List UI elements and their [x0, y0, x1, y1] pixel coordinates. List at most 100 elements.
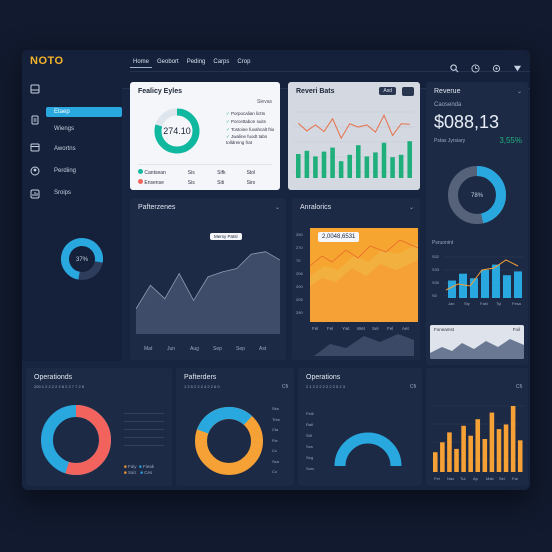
performance-card: Pafterzenes ⌄ Mersy Patsl Mat Jun Aug Sep Se… [130, 198, 286, 360]
x-tick-label: Fesa [512, 301, 522, 306]
analytics-chart: 250 270 70 206 200 205 290 Fel Fel Ywt Wet Sel Fel Ae… [296, 228, 418, 356]
operations-card-1: Operationds 200 1 2 2 2 2 2 8 2 2 7 7 2 … [26, 368, 172, 486]
revenue-donut: 78% [448, 166, 506, 224]
search-icon[interactable] [450, 64, 459, 73]
recent-menu-button[interactable] [402, 87, 414, 96]
performance-title: Pafterzenes [138, 204, 176, 211]
nav-tab-5[interactable]: Crop [237, 59, 251, 65]
sidebar: Etaep Wiengs Awortns Perdiing Sroips 37% [22, 78, 122, 361]
chart-icon[interactable] [30, 189, 40, 199]
area-fill [310, 260, 418, 322]
x-tick-label: Ywt [342, 326, 350, 331]
x-tick-label: Jun [167, 346, 175, 352]
y-tick-label: 290 [296, 310, 303, 315]
bar [475, 419, 481, 472]
check-item: ✓ Tostoine fuvahcalt ftio [226, 126, 282, 134]
sidebar-item-5[interactable]: Sroips [54, 190, 72, 196]
sidebar-item-2[interactable]: Wiengs [54, 126, 75, 132]
bar [373, 152, 378, 178]
operations-card-4: Cfi Fet Nas Tul Ap Mab Sel Far [426, 368, 528, 486]
fealty-dropdown[interactable]: Sievas [256, 99, 272, 105]
chevron-down-icon[interactable]: ⌄ [516, 89, 522, 95]
fealty-divider [138, 164, 272, 165]
check-text: Porcettabon suits [231, 119, 266, 124]
ops1-legend: ■ Faiy ■ Fieak ■ Ssiz ■ Ces [124, 464, 155, 475]
area-line [136, 251, 280, 310]
row-value: Sis [187, 180, 195, 186]
nav-tab-3[interactable]: Peding [186, 59, 206, 65]
bar [503, 424, 509, 472]
row-value: Sirs [246, 180, 256, 186]
x-tick-label: Sel [372, 326, 379, 331]
chevron-down-icon[interactable]: ⌄ [274, 205, 280, 211]
check-text: Tostoine fuvahcalt ftio [230, 127, 275, 132]
check-icon: ✓ [226, 111, 230, 116]
revenue-card: Reverue ⌄ Caosenda $088,13 Pstas Jyrsiar… [426, 82, 528, 365]
check-item: ✓ Porcettabon suits [226, 118, 282, 126]
app-logo[interactable]: NOTO [30, 55, 64, 67]
lower-area [314, 334, 414, 356]
operations-card-2: Pafterders 1 2 5 2 2 2 4 2 2 6 0 Cfi Sir… [176, 368, 294, 486]
sidebar-item-1[interactable]: Etaep [46, 107, 122, 117]
y-tick-label: S02 [432, 254, 440, 259]
nav-tab-home[interactable]: Home [130, 57, 153, 68]
ops2-legend: Sirs Trbs Cfa Fie Cc Sza Co [272, 406, 280, 474]
settings-icon[interactable] [492, 64, 501, 73]
bar [514, 271, 522, 298]
user-icon[interactable] [30, 166, 40, 176]
bar [433, 452, 438, 472]
ops1-title: Operationds [34, 374, 73, 381]
calendar-icon[interactable] [30, 142, 40, 152]
ops2-donut [195, 407, 263, 475]
bar [481, 269, 489, 298]
check-text: Jwaline fuodt tabs tolldreing frat [226, 134, 268, 145]
bar [470, 278, 478, 298]
x-tick-label: Jan [448, 301, 454, 306]
bar [304, 150, 310, 178]
y-tick-label: S30 [432, 280, 440, 285]
fealty-card: Fealicy Eyles Sievas 274.10 ✓ Porpocalia… [130, 82, 280, 190]
filter-icon[interactable] [513, 64, 522, 73]
ops3-subtitle: 2 1 2 2 2 2 2 2 2 5 2 3 [306, 384, 345, 389]
bar [321, 151, 327, 178]
x-tick-label: Wet [357, 326, 366, 331]
recent-button[interactable]: Asd [379, 87, 396, 95]
row-value: Siti [217, 180, 225, 186]
check-text: Porpocalian lictts [231, 111, 266, 116]
x-tick-label: Fabi [480, 301, 488, 306]
chevron-down-icon[interactable]: ⌄ [408, 205, 414, 211]
bar [356, 145, 361, 178]
ops1-donut [41, 405, 111, 475]
nav-tab-4[interactable]: Carps [213, 59, 230, 65]
clock-icon[interactable] [471, 64, 480, 73]
bar [440, 442, 445, 472]
x-tick-label: Sep [236, 346, 245, 352]
bar [454, 448, 459, 472]
check-icon: ✓ [226, 127, 230, 132]
area-fill [136, 251, 280, 334]
ops2-right-label: Cfi [281, 384, 288, 390]
bar [296, 154, 301, 178]
y-tick-label: 70 [296, 258, 301, 263]
nav-tab-2[interactable]: Geobort [157, 59, 179, 65]
nav-divider [130, 71, 530, 72]
bar [407, 141, 412, 178]
inbox-icon[interactable] [30, 84, 40, 94]
revenue-title: Reverue [434, 88, 461, 95]
document-icon[interactable] [30, 115, 40, 125]
x-tick-label: Fel [327, 326, 333, 331]
trend-line [297, 114, 410, 140]
mini-left-label: Foneamst [434, 327, 455, 332]
x-tick-label: Fel [312, 326, 318, 331]
bar [447, 432, 452, 472]
sidebar-item-3[interactable]: Awortns [54, 146, 76, 152]
fealty-checklist: ✓ Porpocalian lictts ✓ Porcettabon suits… [226, 110, 282, 146]
recent-title: Reveri Bats [296, 88, 335, 95]
sidebar-item-4[interactable]: Perdiing [54, 168, 77, 174]
x-tick-label: Mab [486, 476, 495, 481]
series-line [309, 239, 418, 267]
ops2-title: Pafterders [184, 374, 217, 381]
y-tick-label: 250 [296, 232, 303, 237]
trend-line [445, 259, 519, 291]
y-tick-label: 270 [296, 245, 303, 250]
